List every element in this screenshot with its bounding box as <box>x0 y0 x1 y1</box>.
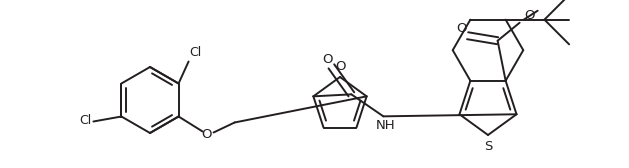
Text: O: O <box>335 60 345 74</box>
Text: Cl: Cl <box>189 46 202 58</box>
Text: S: S <box>484 139 492 153</box>
Text: O: O <box>322 53 333 66</box>
Text: O: O <box>525 9 535 22</box>
Text: O: O <box>457 22 467 35</box>
Text: O: O <box>201 128 212 141</box>
Text: NH: NH <box>376 119 395 132</box>
Text: Cl: Cl <box>79 114 91 127</box>
